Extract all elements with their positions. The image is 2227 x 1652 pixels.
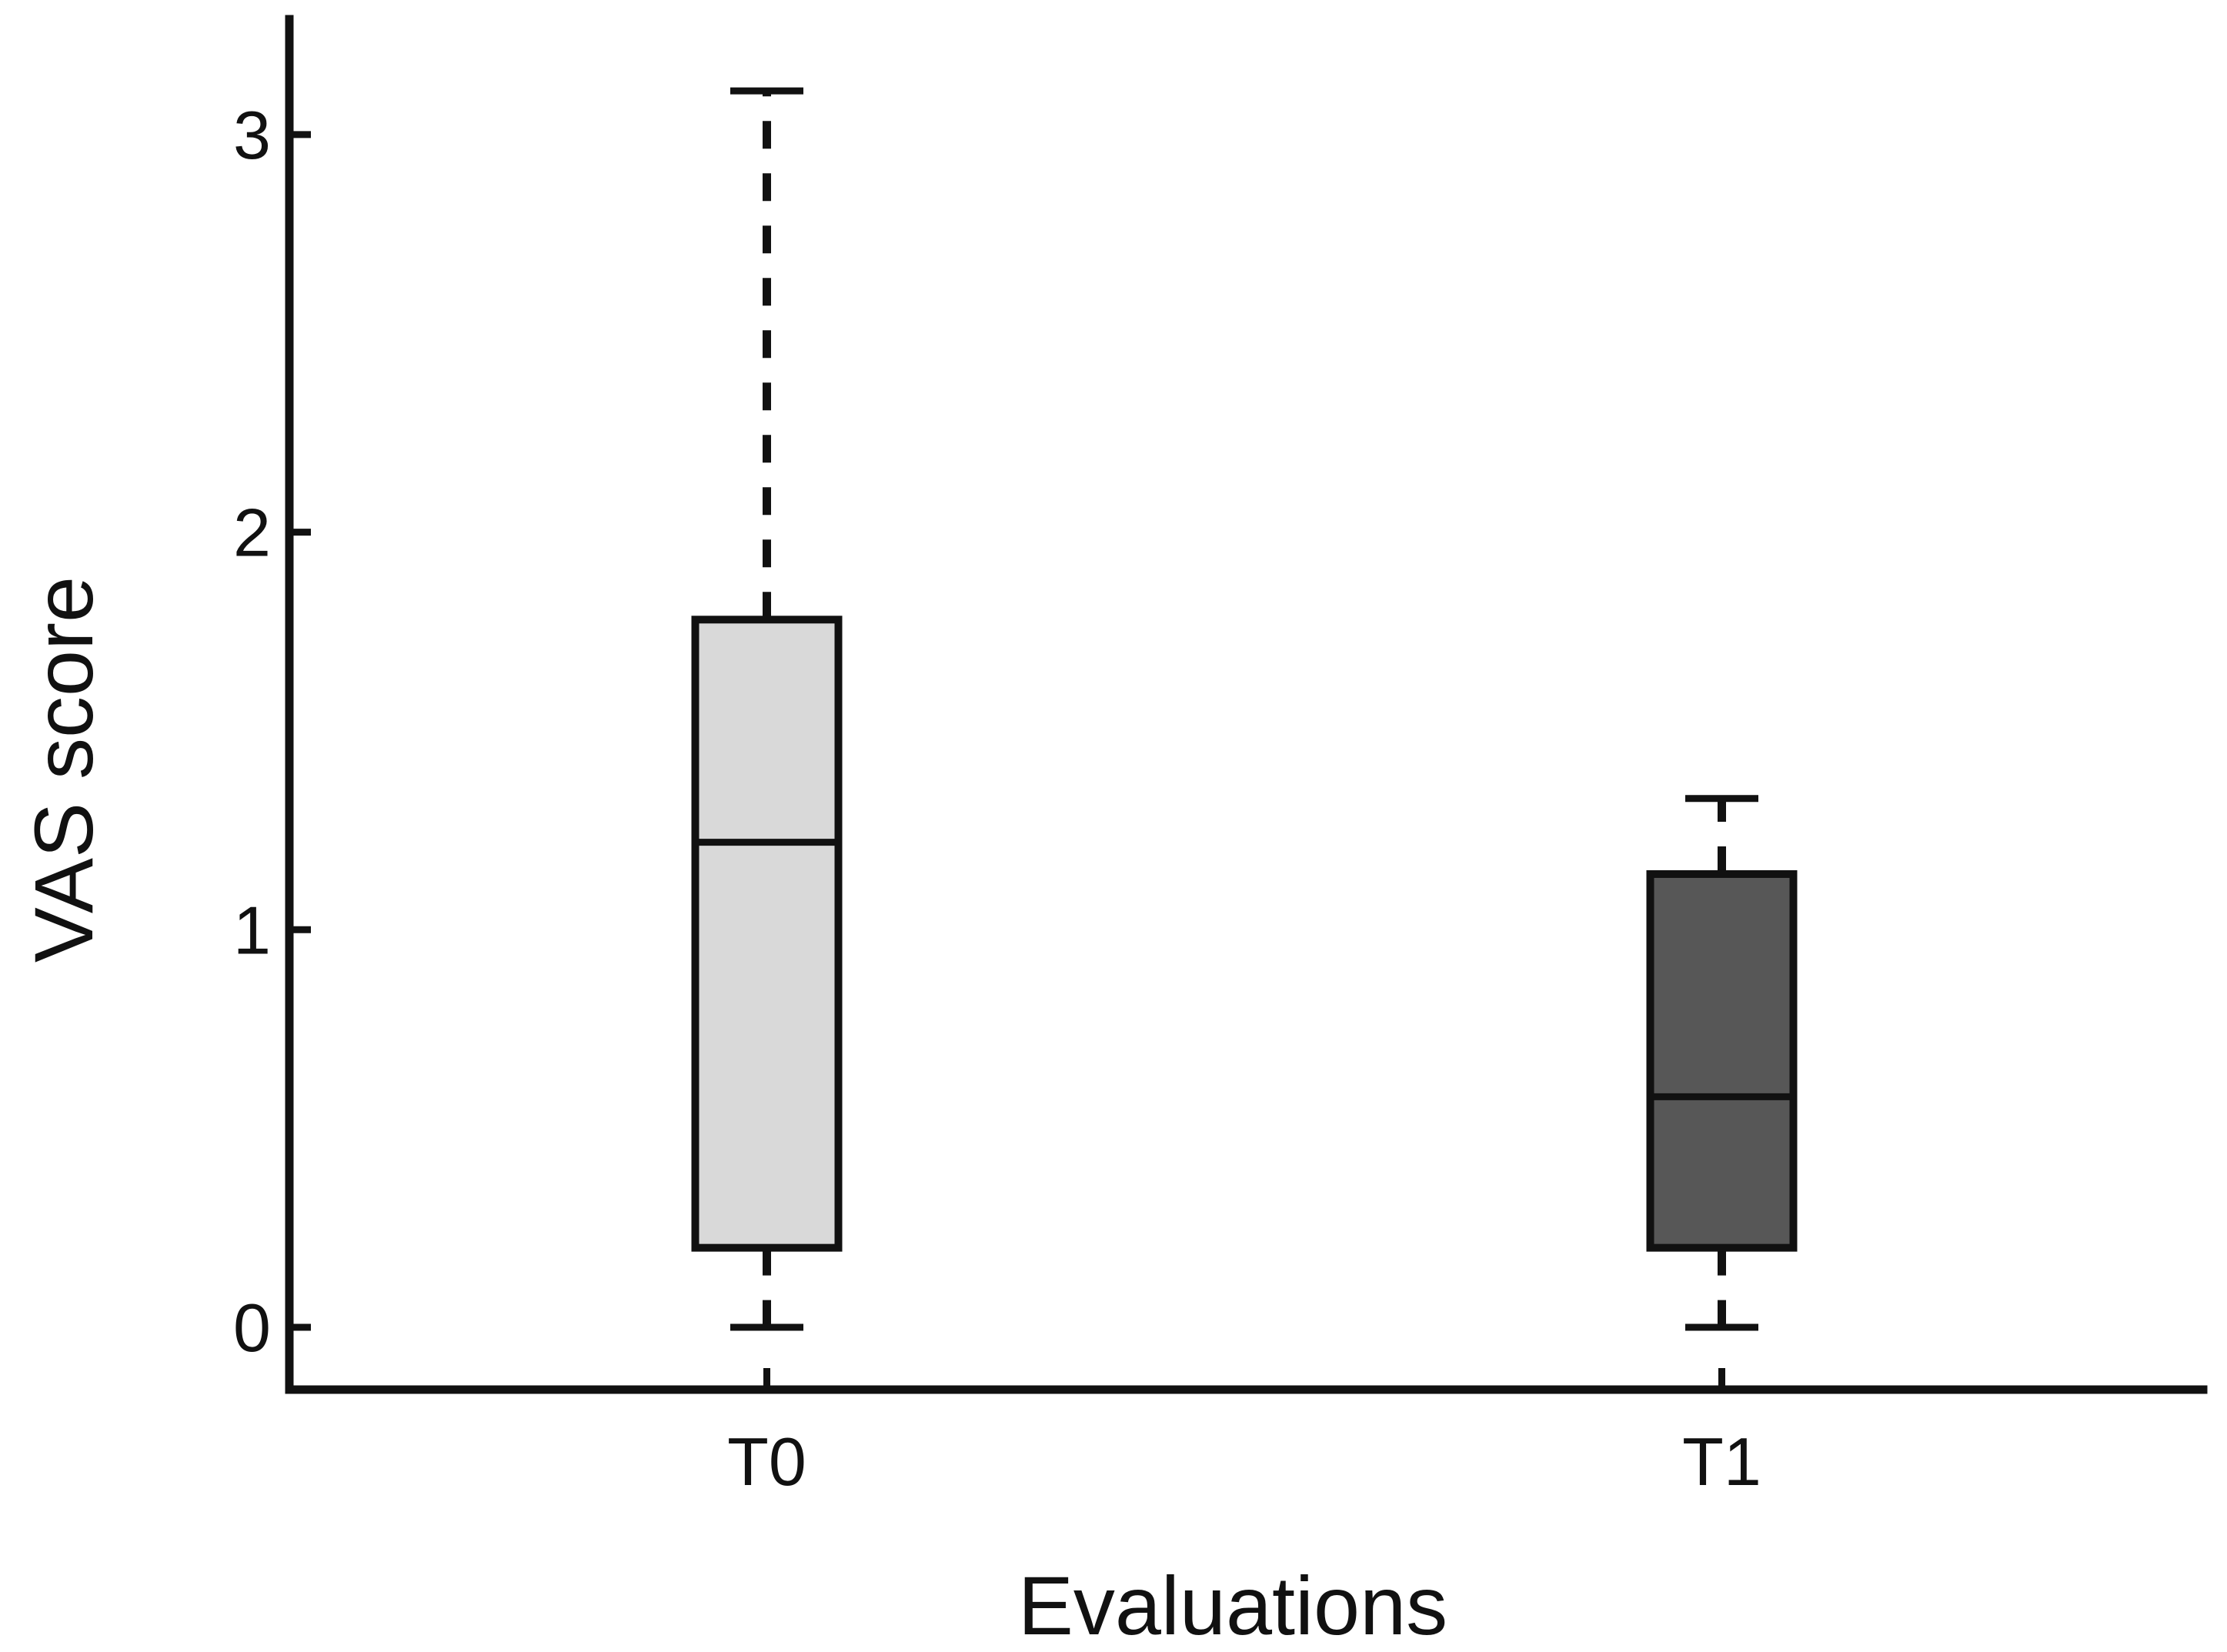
x-tick-label-T1: T1 <box>1682 1423 1761 1500</box>
x-tick-label-T0: T0 <box>727 1423 806 1500</box>
x-axis-title: Evaluations <box>1018 1559 1447 1652</box>
y-axis-title: VAS score <box>17 576 110 963</box>
plot-layer: 0 1 2 3 T0 T1 <box>233 15 2208 1500</box>
y-tick-label-2: 2 <box>233 495 271 571</box>
t1-box <box>1646 869 1798 1252</box>
y-tick-label-3: 3 <box>233 97 271 173</box>
y-tick-label-0: 0 <box>233 1290 271 1366</box>
y-tick-label-1: 1 <box>233 892 271 968</box>
t0-box <box>691 616 843 1252</box>
